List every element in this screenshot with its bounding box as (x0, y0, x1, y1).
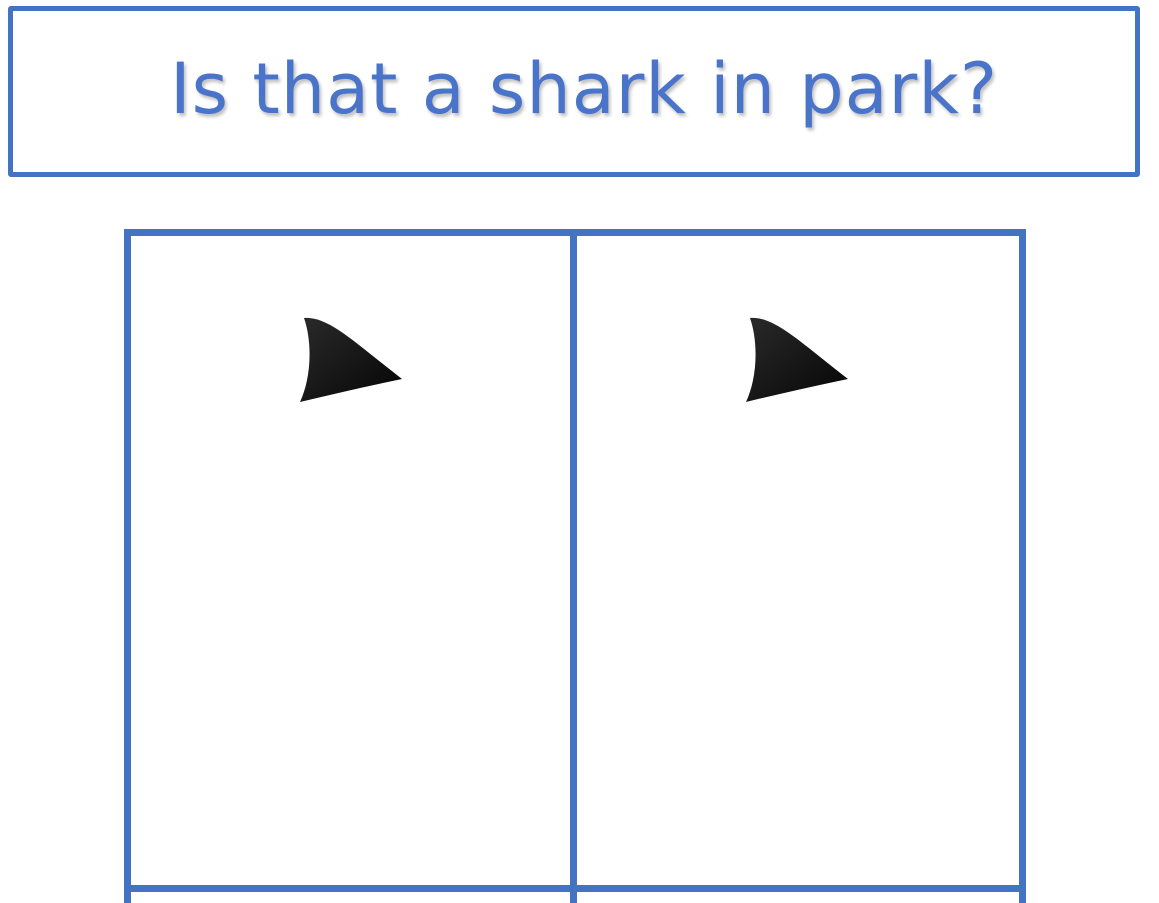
title-box: Is that a shark in park? (8, 6, 1140, 177)
page-title: Is that a shark in park? (169, 47, 999, 130)
grid-vertical-divider (570, 229, 577, 903)
grid-horizontal-divider (124, 885, 1026, 892)
shark-fin-icon (746, 317, 848, 402)
shark-fin-icon (300, 317, 402, 402)
